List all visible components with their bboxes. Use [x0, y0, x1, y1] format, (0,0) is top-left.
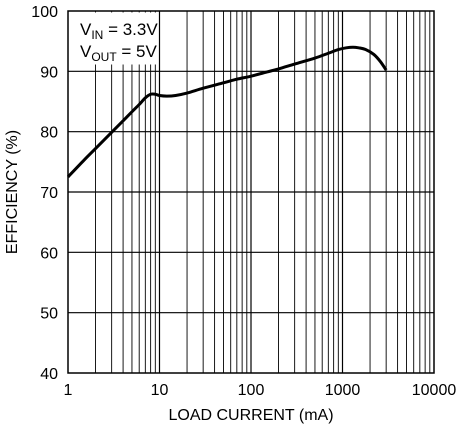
x-tick-label: 1	[64, 382, 73, 399]
y-tick-label: 100	[31, 4, 58, 21]
major-gridlines	[68, 11, 434, 373]
annotation-vin-sub: IN	[91, 28, 103, 42]
y-tick-label: 40	[40, 366, 58, 383]
annotation-vout-value: = 5V	[117, 42, 158, 61]
annotation-vin-value: = 3.3V	[103, 20, 158, 39]
annotation-background	[69, 12, 158, 65]
annotation-vout: VOUT = 5V	[80, 42, 158, 64]
annotation-vout-sub: OUT	[91, 50, 117, 64]
x-tick-labels: 1 10 100 1000 10000	[64, 382, 457, 399]
condition-annotation: VIN = 3.3V VOUT = 5V	[69, 12, 158, 65]
annotation-vin-v: V	[80, 20, 92, 39]
plot-frame	[67, 10, 435, 374]
annotation-vin: VIN = 3.3V	[80, 20, 158, 42]
y-tick-label: 50	[40, 306, 58, 323]
y-tick-labels: 40 50 60 70 80 90 100	[31, 4, 58, 383]
y-tick-label: 60	[40, 245, 58, 262]
x-tick-label: 1000	[325, 382, 361, 399]
y-tick-label: 90	[40, 64, 58, 81]
x-tick-label: 10000	[412, 382, 457, 399]
x-tick-label: 10	[151, 382, 169, 399]
x-tick-label: 100	[238, 382, 265, 399]
y-axis-title: EFFICIENCY (%)	[4, 130, 21, 254]
y-tick-label: 80	[40, 125, 58, 142]
y-tick-label: 70	[40, 185, 58, 202]
annotation-vout-v: V	[80, 42, 92, 61]
x-axis-title: LOAD CURRENT (mA)	[168, 407, 333, 424]
efficiency-curve	[66, 45, 388, 178]
